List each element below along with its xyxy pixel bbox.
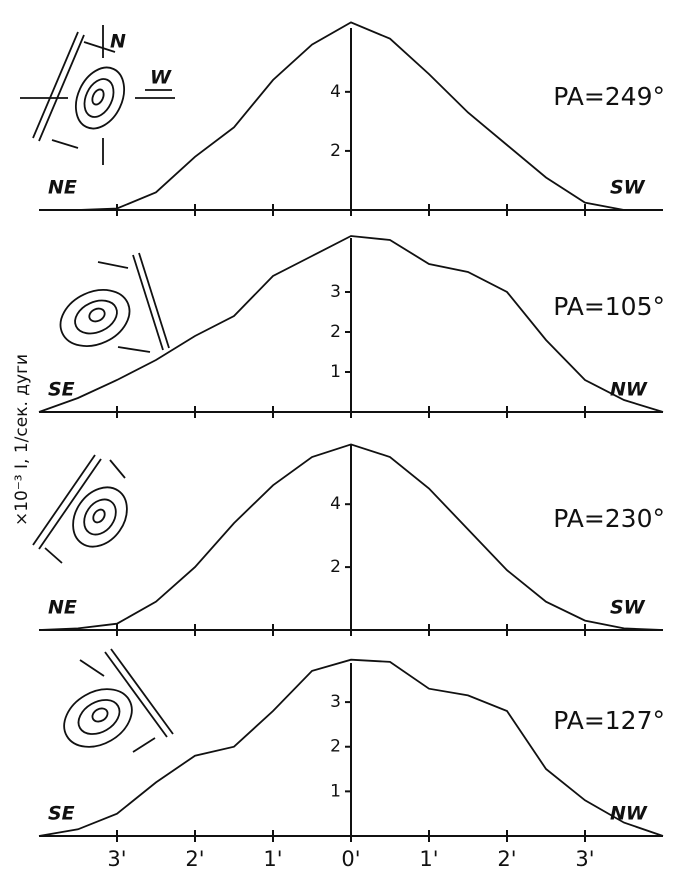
direction-left: NE <box>48 177 77 199</box>
x-tick-label: 1' <box>419 847 438 871</box>
position-angle: PA=105° <box>553 292 665 321</box>
y-tick-label: 2 <box>330 557 341 577</box>
y-tick-label: 3 <box>330 692 341 712</box>
compass-west: W <box>150 67 172 89</box>
x-tick-label: 3' <box>107 847 126 871</box>
direction-right: NW <box>610 803 648 825</box>
direction-left: SE <box>48 803 75 825</box>
direction-left: NE <box>48 597 77 619</box>
profile-line <box>38 235 664 413</box>
direction-left: SE <box>48 379 75 401</box>
x-tick-label: 0' <box>341 847 360 871</box>
y-tick-label: 4 <box>330 82 341 102</box>
inset-2 <box>59 252 170 353</box>
y-axis-label: ×10⁻³ I, 1/сек. дуги <box>12 354 32 526</box>
x-tick-label: 2' <box>185 847 204 871</box>
y-tick-label: 2 <box>330 141 341 161</box>
y-tick-label: 1 <box>330 362 341 382</box>
x-tick-label: 1' <box>263 847 282 871</box>
inset-1 <box>20 25 175 165</box>
position-angle: PA=127° <box>553 706 665 735</box>
profile-line <box>38 443 664 631</box>
profile-line <box>38 658 664 837</box>
direction-right: SW <box>610 597 646 619</box>
profile-line <box>39 21 663 211</box>
y-tick-label: 2 <box>330 737 341 757</box>
y-tick-label: 3 <box>330 282 341 302</box>
y-tick-label: 1 <box>330 781 341 801</box>
inset-3 <box>32 454 128 564</box>
inset-4 <box>63 648 174 753</box>
y-tick-label: 2 <box>330 322 341 342</box>
x-tick-label: 3' <box>575 847 594 871</box>
direction-right: NW <box>610 379 648 401</box>
position-angle: PA=249° <box>553 82 665 111</box>
position-angle: PA=230° <box>553 504 665 533</box>
direction-right: SW <box>610 177 646 199</box>
y-tick-label: 4 <box>330 494 341 514</box>
x-tick-label: 2' <box>497 847 516 871</box>
compass-north: N <box>110 31 126 53</box>
